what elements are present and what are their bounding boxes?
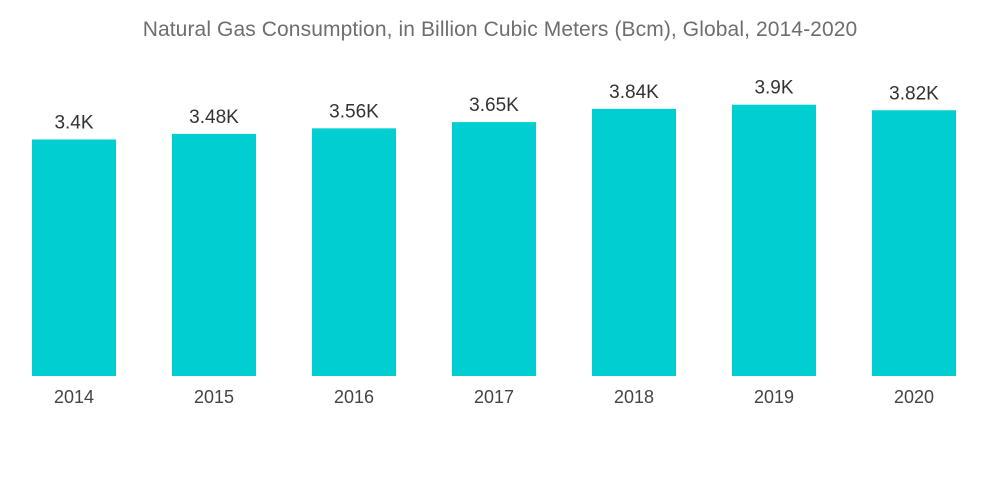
x-tick-labels-group: 2014 2015 2016 2017 2018 2019 2020 (54, 387, 934, 407)
data-label-2015: 3.48K (189, 107, 239, 128)
bars-group (32, 104, 956, 377)
data-label-2018: 3.84K (609, 82, 659, 103)
bar-2016 (312, 128, 396, 376)
bar-2020 (872, 110, 956, 377)
x-tick-label-2017: 2017 (474, 387, 514, 407)
bar-2017 (452, 122, 536, 376)
data-label-2017: 3.65K (469, 95, 519, 116)
x-tick-label-2018: 2018 (614, 387, 654, 407)
chart-title: Natural Gas Consumption, in Billion Cubi… (142, 18, 858, 41)
x-tick-label-2015: 2015 (194, 387, 234, 407)
bar-2018 (592, 108, 676, 376)
bar-2014 (32, 139, 116, 376)
bar-2019 (732, 104, 816, 377)
x-tick-label-2019: 2019 (754, 387, 794, 407)
data-label-2019: 3.9K (754, 78, 793, 99)
data-label-2020: 3.82K (889, 83, 939, 104)
data-labels-group: 3.4K 3.48K 3.56K 3.65K 3.84K 3.9K 3.82K (54, 78, 939, 134)
data-label-2016: 3.56K (329, 101, 379, 122)
x-tick-label-2020: 2020 (894, 387, 934, 407)
bar-2015 (172, 133, 256, 376)
x-tick-label-2014: 2014 (54, 387, 94, 407)
x-tick-label-2016: 2016 (334, 387, 374, 407)
data-label-2014: 3.4K (54, 112, 93, 133)
